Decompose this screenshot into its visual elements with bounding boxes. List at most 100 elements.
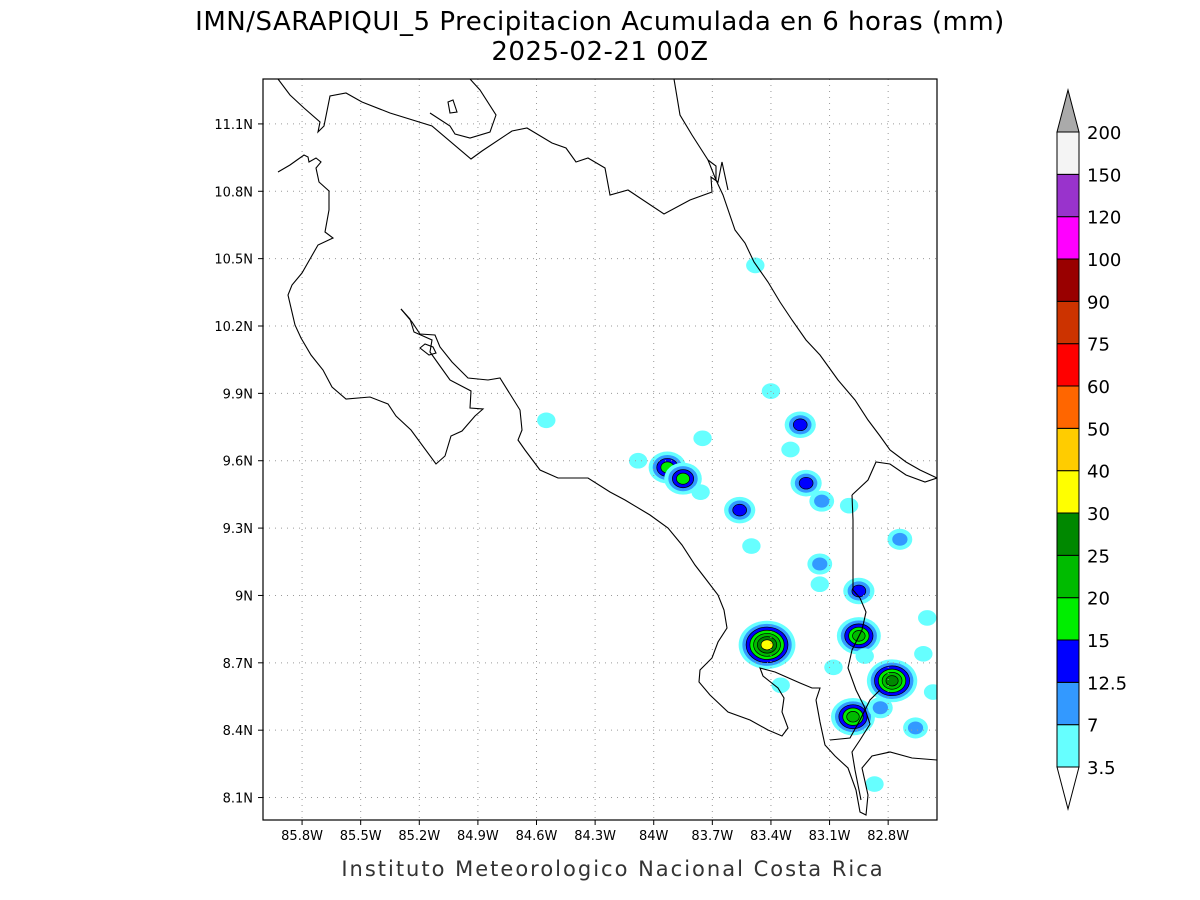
lake-island xyxy=(447,99,458,114)
precip-cell xyxy=(790,469,822,497)
map-frame xyxy=(262,78,938,821)
lat-tick-label: 8.4N xyxy=(223,724,253,739)
precip-cell xyxy=(771,677,790,694)
precip-cell xyxy=(810,576,829,593)
colorbar-over-arrow xyxy=(1056,88,1080,133)
burica-coast xyxy=(815,699,937,816)
lat-tick-label: 10.8N xyxy=(214,185,253,200)
colorbar-level-label: 200 xyxy=(1087,123,1121,144)
precip-cell xyxy=(724,496,756,524)
precip-cell xyxy=(866,659,918,703)
precip-contour xyxy=(781,441,800,458)
lake-nicaragua-shore xyxy=(277,79,729,215)
precip-contour xyxy=(812,557,828,571)
lat-tick-label: 9N xyxy=(235,589,253,604)
colorbar-swatch xyxy=(1056,639,1080,683)
lat-tick-label: 10.5N xyxy=(214,253,253,268)
precip-contour xyxy=(732,503,747,517)
map-subtitle-date: 2025-02-21 00Z xyxy=(491,37,708,67)
colorbar-level-label: 90 xyxy=(1087,292,1110,313)
colorbar-level-label: 75 xyxy=(1087,335,1110,356)
precip-contour xyxy=(824,659,843,676)
colorbar-swatch xyxy=(1056,216,1080,260)
lon-tick-label: 83.7W xyxy=(691,829,733,844)
lon-tick-label: 83.1W xyxy=(809,829,851,844)
colorbar-level-label: 50 xyxy=(1087,419,1110,440)
precip-cell xyxy=(807,553,833,575)
precip-cell xyxy=(923,684,937,700)
precip-cell xyxy=(903,717,928,739)
colorbar-level-label: 3.5 xyxy=(1087,758,1116,779)
lat-tick-label: 8.7N xyxy=(223,657,253,672)
precip-cell xyxy=(742,538,761,554)
colorbar-swatch xyxy=(1056,343,1080,387)
colorbar-legend: 3.5 7 12.5 15 20 25 30 40 50 60 75 90 100 120 150 200 xyxy=(1056,88,1127,811)
longitude-axis: 85.8W 85.5W 85.2W 84.9W 84.6W 84.3W 84W 83.7W 83… xyxy=(281,820,909,844)
precip-cell xyxy=(824,659,843,676)
colorbar-swatch xyxy=(1056,258,1080,302)
colorbar-level-label: 15 xyxy=(1087,631,1110,652)
precip-cell xyxy=(693,430,712,447)
precip-cell xyxy=(784,411,816,439)
precip-contour xyxy=(865,776,884,792)
precip-contour xyxy=(914,646,933,662)
footer-credit: Instituto Meteorologico Nacional Costa R… xyxy=(341,857,884,881)
precip-cell xyxy=(628,452,648,469)
lat-tick-label: 8.1N xyxy=(223,792,253,807)
colorbar-level-label: 120 xyxy=(1087,208,1121,229)
colorbar-swatch xyxy=(1056,470,1080,514)
map-title: IMN/SARAPIQUI_5 Precipitacion Acumulada … xyxy=(195,7,1005,37)
colorbar-level-label: 40 xyxy=(1087,462,1110,483)
colorbar-swatch xyxy=(1056,173,1080,218)
precip-contour xyxy=(872,701,888,715)
lake-nicaragua-north-shore xyxy=(429,79,497,139)
panama-border xyxy=(847,494,871,801)
precip-contour xyxy=(771,677,790,694)
precip-cell xyxy=(809,490,835,512)
precip-contour xyxy=(792,418,808,432)
lon-tick-label: 84W xyxy=(639,829,669,844)
precip-cell xyxy=(691,484,710,500)
colorbar-swatch xyxy=(1056,597,1080,641)
gulf-nicoya-island xyxy=(419,343,437,356)
precip-contour xyxy=(855,648,874,664)
precip-contour xyxy=(918,610,937,626)
colorbar-level-label: 20 xyxy=(1087,589,1110,610)
lon-tick-label: 85.5W xyxy=(340,829,382,844)
precip-cell xyxy=(839,497,859,514)
precip-cell xyxy=(865,776,884,792)
colorbar-level-label: 30 xyxy=(1087,504,1110,525)
latitude-axis: 11.1N 10.8N 10.5N 10.2N 9.9N 9.6N 9.3N 9N 8.7N 8.… xyxy=(214,118,263,807)
precip-contour xyxy=(628,452,648,469)
precip-cell xyxy=(843,577,875,605)
precip-contour xyxy=(742,538,761,554)
central-pacific-coast xyxy=(400,308,821,737)
colorbar-under-arrow xyxy=(1056,766,1080,811)
precip-contour xyxy=(537,412,556,429)
colorbar-swatch xyxy=(1056,131,1080,175)
golfo-dulce-east xyxy=(829,689,881,741)
precip-cell xyxy=(887,528,913,550)
precip-cell xyxy=(918,610,937,626)
colorbar-level-label: 60 xyxy=(1087,377,1110,398)
colorbar-level-label: 25 xyxy=(1087,546,1110,567)
colorbar-level-label: 12.5 xyxy=(1087,673,1127,694)
colorbar-swatch xyxy=(1056,300,1080,345)
colorbar-level-label: 150 xyxy=(1087,165,1121,186)
gridlines xyxy=(263,79,937,820)
colorbar-swatch xyxy=(1056,554,1080,599)
precip-cell xyxy=(855,648,874,664)
precip-cell xyxy=(781,441,800,458)
precip-cell xyxy=(738,620,796,669)
colorbar-swatch xyxy=(1056,724,1080,768)
lat-tick-label: 9.6N xyxy=(223,455,253,470)
lat-tick-label: 9.3N xyxy=(223,522,253,537)
colorbar-swatch xyxy=(1056,512,1080,556)
colorbar-swatch xyxy=(1056,427,1080,472)
precip-contour xyxy=(760,639,774,651)
guanacaste-coast xyxy=(277,154,485,465)
coastlines-borders xyxy=(277,79,937,816)
lon-tick-label: 85.2W xyxy=(398,829,440,844)
colorbar-level-label: 100 xyxy=(1087,250,1121,271)
